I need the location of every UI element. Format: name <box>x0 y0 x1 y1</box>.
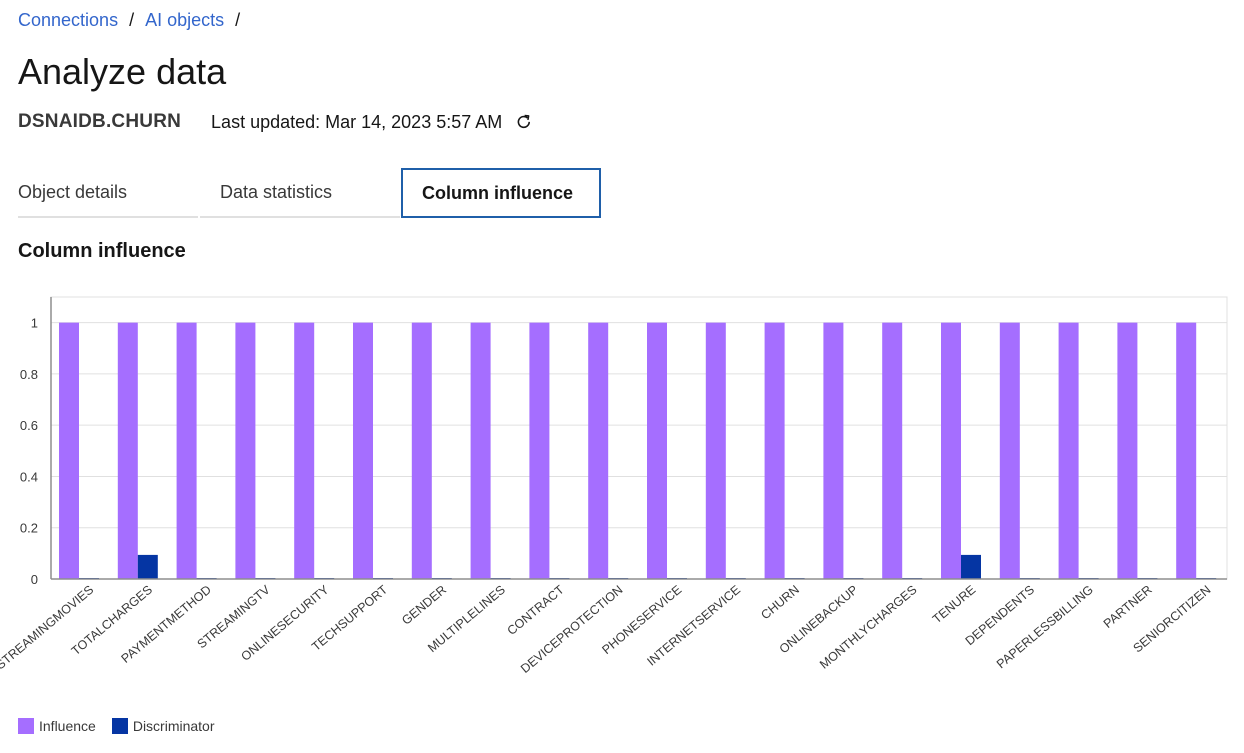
bar-influence-monthlycharges <box>882 322 903 579</box>
breadcrumb-separator: / <box>129 10 135 30</box>
section-title: Column influence <box>18 240 186 262</box>
tab-data-statistics[interactable]: Data statistics <box>200 168 400 218</box>
x-tick-label: DEVICEPROTECTION <box>518 583 625 676</box>
bar-influence-tenure <box>941 322 961 579</box>
bar-influence-contract <box>529 322 550 579</box>
last-updated-text: Last updated: Mar 14, 2023 5:57 AM <box>211 111 503 132</box>
bar-influence-churn <box>764 322 785 579</box>
object-meta: DSNAIDB.CHURN Last updated: Mar 14, 2023… <box>18 108 534 136</box>
legend-label-influence: Influence <box>39 718 96 734</box>
bar-discriminator-totalcharges <box>137 554 158 579</box>
x-tick-label: CONTRACT <box>505 582 567 638</box>
bar-influence-techsupport <box>353 322 373 579</box>
bar-influence-paymentmethod <box>176 322 197 579</box>
legend-item-discriminator[interactable]: Discriminator <box>111 718 215 734</box>
y-tick-label: 0.8 <box>20 367 38 382</box>
column-influence-chart: 00.20.40.60.81STREAMINGMOVIESTOTALCHARGE… <box>0 296 1228 676</box>
x-tick-label: PARTNER <box>1101 583 1155 631</box>
legend-item-influence[interactable]: Influence <box>18 718 96 734</box>
bar-influence-onlinebackup <box>823 322 844 579</box>
chart-legend: Influence Discriminator <box>18 718 231 734</box>
influence-swatch <box>18 718 34 734</box>
x-tick-label: GENDER <box>399 583 449 628</box>
bar-influence-onlinesecurity <box>294 322 315 579</box>
x-tick-label: MONTHLYCHARGES <box>817 583 919 672</box>
x-tick-label: CHURN <box>758 583 802 623</box>
y-tick-label: 1 <box>31 316 38 331</box>
plot-frame <box>50 296 1228 580</box>
bar-discriminator-tenure <box>961 554 981 579</box>
legend-label-discriminator: Discriminator <box>132 718 215 734</box>
breadcrumb: Connections / AI objects / <box>18 10 251 31</box>
bar-influence-internetservice <box>705 322 726 579</box>
bar-influence-multiplelines <box>470 322 491 579</box>
y-tick-label: 0.6 <box>20 418 38 433</box>
y-tick-label: 0 <box>31 572 38 587</box>
bar-influence-streamingmovies <box>59 322 79 579</box>
bar-influence-partner <box>1117 322 1138 579</box>
tab-column-influence[interactable]: Column influence <box>401 168 601 218</box>
x-tick-label: TENURE <box>930 583 978 627</box>
discriminator-swatch <box>111 718 128 734</box>
bar-influence-gender <box>411 322 432 579</box>
breadcrumb-connections-link[interactable]: Connections <box>18 10 119 30</box>
bar-influence-seniorcitizen <box>1176 322 1197 579</box>
table-name: DSNAIDB.CHURN <box>18 111 182 132</box>
breadcrumb-separator: / <box>235 10 241 30</box>
x-tick-label: STREAMINGMOVIES <box>0 583 96 673</box>
bar-influence-streamingtv <box>235 322 256 579</box>
bar-influence-deviceprotection <box>588 322 609 579</box>
y-tick-label: 0.2 <box>20 521 38 536</box>
tab-object-details[interactable]: Object details <box>18 168 198 218</box>
y-tick-label: 0.4 <box>20 469 38 484</box>
tab-list: Object details Data statistics Column in… <box>0 168 602 218</box>
x-tick-label: PAPERLESSBILLING <box>994 583 1096 672</box>
page-title: Analyze data <box>18 51 227 92</box>
bar-influence-totalcharges <box>117 322 138 579</box>
bar-influence-dependents <box>999 322 1020 579</box>
bar-influence-phoneservice <box>647 322 667 579</box>
refresh-icon[interactable] <box>514 112 534 132</box>
bar-influence-paperlessbilling <box>1058 322 1079 579</box>
breadcrumb-ai-objects-link[interactable]: AI objects <box>145 10 225 30</box>
